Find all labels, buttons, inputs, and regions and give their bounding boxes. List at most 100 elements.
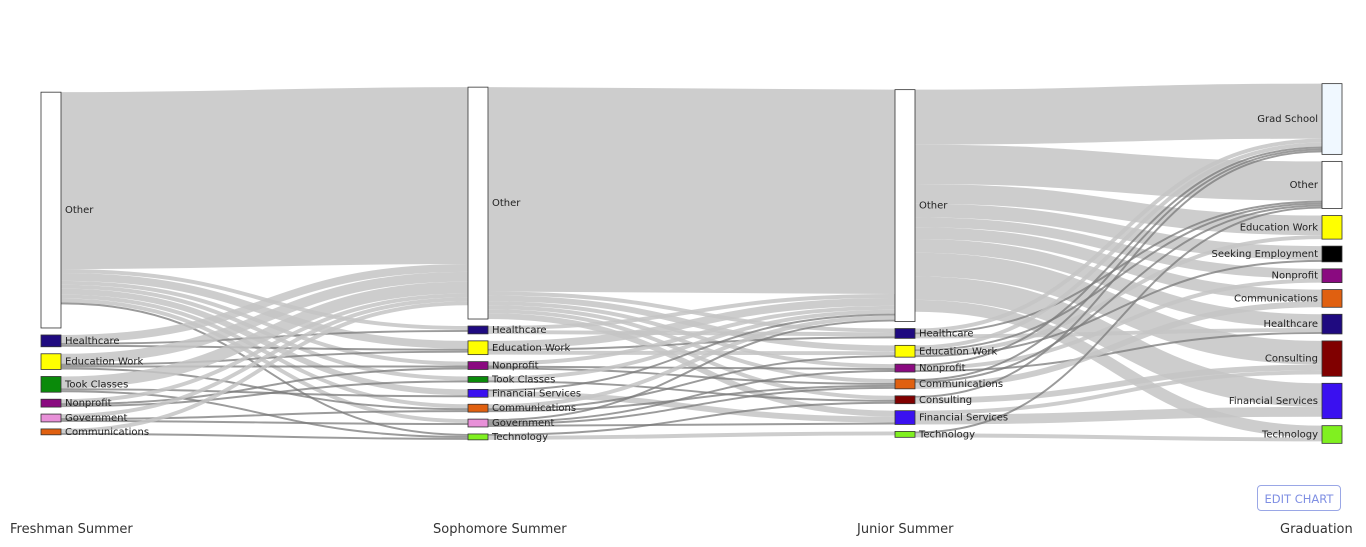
sankey-node-label-s_took: Took Classes <box>491 374 555 385</box>
sankey-node-f_nonprofit[interactable] <box>40 398 62 408</box>
sankey-node-label-s_health: Healthcare <box>492 325 547 336</box>
sankey-link <box>487 319 896 422</box>
sankey-node-j_fin[interactable] <box>894 410 916 425</box>
sankey-link <box>487 370 896 424</box>
sankey-node-g_nonprofit[interactable] <box>1321 268 1343 283</box>
sankey-node-j_other[interactable] <box>894 89 916 322</box>
sankey-node-label-f_took: Took Classes <box>64 379 128 390</box>
sankey-node-s_comm[interactable] <box>467 403 489 413</box>
sankey-link <box>914 406 1323 425</box>
sankey-node-label-s_other: Other <box>492 198 521 209</box>
sankey-node-labels: Other Healthcare Education Work Took Classe… <box>64 114 1319 443</box>
column-label-graduation: Graduation <box>1280 522 1353 537</box>
sankey-node-s_gov[interactable] <box>467 418 489 428</box>
sankey-link <box>60 367 469 411</box>
sankey-node-g_grad[interactable] <box>1321 83 1343 155</box>
sankey-node-f_took[interactable] <box>40 376 62 393</box>
sankey-node-f_health[interactable] <box>40 334 62 348</box>
sankey-node-label-s_comm: Communications <box>492 403 576 414</box>
sankey-node-label-j_health: Healthcare <box>919 328 974 339</box>
sankey-node-s_fin[interactable] <box>467 388 489 398</box>
sankey-link <box>487 401 896 436</box>
sankey-node-s_took[interactable] <box>467 376 489 383</box>
sankey-link <box>487 367 896 385</box>
sankey-node-f_comm[interactable] <box>40 428 62 436</box>
sankey-link <box>487 431 896 440</box>
sankey-node-s_nonprofit[interactable] <box>467 361 489 370</box>
sankey-node-g_comm[interactable] <box>1321 289 1343 308</box>
sankey-node-label-s_tech: Technology <box>491 432 548 443</box>
sankey-link <box>487 305 896 366</box>
sankey-link <box>487 313 896 392</box>
sankey-link <box>60 288 469 396</box>
sankey-node-s_tech[interactable] <box>467 433 489 441</box>
sankey-node-g_fin[interactable] <box>1321 382 1343 420</box>
sankey-link <box>914 202 1323 352</box>
sankey-link <box>914 299 1323 438</box>
sankey-link <box>60 271 469 364</box>
sankey-node-j_consult[interactable] <box>894 395 916 405</box>
sankey-node-g_other[interactable] <box>1321 160 1343 209</box>
sankey-link <box>487 380 896 402</box>
sankey-link <box>487 309 896 381</box>
sankey-node-j_nonprofit[interactable] <box>894 363 916 373</box>
sankey-link <box>914 138 1323 333</box>
sankey-link <box>914 146 1323 367</box>
sankey-link <box>914 200 1323 335</box>
sankey-link <box>487 386 896 425</box>
sankey-node-j_edu[interactable] <box>894 344 916 358</box>
sankey-node-label-s_edu: Education Work <box>492 343 570 354</box>
sankey-node-f_gov[interactable] <box>40 413 62 423</box>
sankey-node-label-j_edu: Education Work <box>919 346 997 357</box>
sankey-node-label-g_comm: Communications <box>1234 293 1318 304</box>
sankey-node-label-j_fin: Financial Services <box>919 413 1008 424</box>
sankey-link <box>914 183 1323 236</box>
sankey-node-label-g_fin: Financial Services <box>1229 396 1318 407</box>
edit-chart-button[interactable]: EDIT CHART <box>1257 485 1341 511</box>
sankey-link <box>914 144 1323 201</box>
sankey-link <box>914 370 1323 415</box>
sankey-node-label-s_nonprofit: Nonprofit <box>492 361 539 372</box>
sankey-node-label-g_other: Other <box>1290 180 1319 191</box>
sankey-link <box>487 384 896 413</box>
sankey-link <box>487 297 896 349</box>
sankey-node-g_consult[interactable] <box>1321 340 1343 377</box>
sankey-link <box>487 315 896 409</box>
sankey-link <box>914 364 1323 404</box>
sankey-node-s_edu[interactable] <box>467 340 489 356</box>
sankey-link <box>60 272 469 349</box>
sankey-node-label-g_edu: Education Work <box>1240 222 1318 233</box>
sankey-node-label-j_nonprofit: Nonprofit <box>919 363 966 374</box>
sankey-node-s_health[interactable] <box>467 325 489 335</box>
sankey-link <box>914 259 1323 358</box>
sankey-node-label-f_health: Healthcare <box>65 336 120 347</box>
sankey-node-label-f_edu: Education Work <box>65 357 143 368</box>
sankey-node-j_comm[interactable] <box>894 378 916 390</box>
sankey-link <box>914 148 1323 381</box>
sankey-node-label-g_health: Healthcare <box>1263 319 1318 330</box>
sankey-link <box>487 294 896 330</box>
sankey-link <box>60 293 469 404</box>
sankey-node-label-j_other: Other <box>919 201 948 212</box>
sankey-node-j_health[interactable] <box>894 328 916 339</box>
column-label-sophomore: Sophomore Summer <box>433 522 567 537</box>
sankey-link <box>60 280 469 366</box>
sankey-node-label-g_seek: Seeking Employment <box>1212 249 1319 260</box>
sankey-node-f_edu[interactable] <box>40 353 62 370</box>
sankey-link <box>914 301 1323 389</box>
column-label-freshman: Freshman Summer <box>10 522 133 537</box>
sankey-link <box>60 367 469 406</box>
sankey-node-s_other[interactable] <box>467 86 489 320</box>
sankey-node-label-j_comm: Communications <box>919 379 1003 390</box>
sankey-node-g_health[interactable] <box>1321 313 1343 335</box>
sankey-node-g_seek[interactable] <box>1321 245 1343 263</box>
sankey-link <box>487 87 896 295</box>
sankey-links <box>60 83 1323 442</box>
sankey-node-j_tech[interactable] <box>894 431 916 438</box>
sankey-node-label-g_nonprofit: Nonprofit <box>1271 271 1318 282</box>
sankey-node-g_edu[interactable] <box>1321 215 1343 240</box>
sankey-node-g_tech[interactable] <box>1321 425 1343 444</box>
sankey-node-label-f_gov: Government <box>65 413 127 424</box>
sankey-node-f_other[interactable] <box>40 91 62 329</box>
